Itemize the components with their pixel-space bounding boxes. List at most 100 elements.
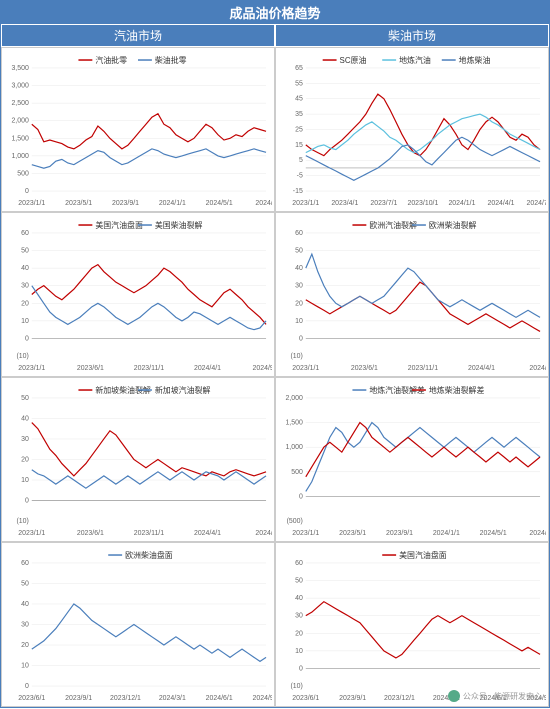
svg-text:(500): (500) [287, 518, 303, 525]
svg-text:3,500: 3,500 [11, 65, 29, 72]
svg-text:地炼柴油裂解差: 地炼柴油裂解差 [429, 385, 485, 395]
svg-text:2024/1/1: 2024/1/1 [159, 200, 186, 207]
chart-1: -15-551525354555652023/1/12023/4/12023/7… [278, 50, 546, 209]
svg-text:美国柴油裂解: 美国柴油裂解 [155, 220, 203, 230]
chart-2: 0102030405060(10)2023/1/12023/6/12023/11… [4, 215, 272, 374]
svg-text:(10): (10) [290, 353, 302, 360]
svg-text:10: 10 [21, 663, 29, 670]
watermark: 公众号 · 能源研发中心 [448, 690, 542, 702]
svg-text:30: 30 [21, 283, 29, 290]
svg-text:地炼汽油: 地炼汽油 [399, 55, 431, 65]
svg-text:20: 20 [295, 300, 303, 307]
svg-text:-15: -15 [293, 188, 303, 195]
chart-cell-4: 01020304050(10)2023/1/12023/6/12023/11/1… [1, 377, 275, 542]
svg-text:20: 20 [21, 456, 29, 463]
svg-text:2,500: 2,500 [11, 100, 29, 107]
svg-text:45: 45 [295, 96, 303, 103]
svg-text:2023/9/1: 2023/9/1 [386, 530, 413, 537]
chart-cell-1: -15-551525354555652023/1/12023/4/12023/7… [275, 47, 549, 212]
svg-text:2023/4/1: 2023/4/1 [331, 200, 358, 207]
svg-text:50: 50 [295, 248, 303, 255]
svg-text:汽油批零: 汽油批零 [95, 55, 127, 65]
chart-0: 05001,0001,5002,0002,5003,0003,5002023/1… [4, 50, 272, 209]
chart-cell-7: 0102030405060(10)2023/6/12023/9/12023/12… [275, 542, 549, 707]
svg-text:2023/5/1: 2023/5/1 [339, 530, 366, 537]
svg-text:2023/1/1: 2023/1/1 [18, 530, 45, 537]
svg-text:40: 40 [21, 265, 29, 272]
svg-text:2023/6/1: 2023/6/1 [18, 695, 45, 702]
svg-text:2023/1/1: 2023/1/1 [292, 200, 319, 207]
svg-text:60: 60 [21, 560, 29, 567]
svg-text:40: 40 [21, 601, 29, 608]
svg-text:20: 20 [21, 300, 29, 307]
svg-text:2024/1/1: 2024/1/1 [433, 530, 460, 537]
svg-text:20: 20 [21, 642, 29, 649]
svg-text:0: 0 [25, 683, 29, 690]
chart-cell-0: 05001,0001,5002,0002,5003,0003,5002023/1… [1, 47, 275, 212]
svg-text:40: 40 [21, 415, 29, 422]
svg-text:柴油批零: 柴油批零 [155, 55, 187, 65]
svg-text:(10): (10) [290, 683, 302, 690]
svg-text:10: 10 [295, 318, 303, 325]
svg-text:2023/6/1: 2023/6/1 [351, 365, 378, 372]
wechat-icon [448, 690, 460, 702]
svg-text:2023/12/1: 2023/12/1 [384, 695, 415, 702]
svg-text:2024/9: 2024/9 [255, 530, 272, 537]
svg-text:2023/11/1: 2023/11/1 [134, 530, 164, 537]
col-header-gasoline: 汽油市场 [1, 24, 275, 47]
svg-text:0: 0 [25, 188, 29, 195]
svg-text:25: 25 [295, 126, 303, 133]
svg-text:1,000: 1,000 [285, 444, 303, 451]
svg-text:2023/9/1: 2023/9/1 [112, 200, 139, 207]
svg-text:0: 0 [299, 493, 303, 500]
svg-text:2023/11/1: 2023/11/1 [408, 365, 438, 372]
svg-text:500: 500 [291, 469, 303, 476]
svg-text:(10): (10) [16, 353, 28, 360]
svg-text:2023/1/1: 2023/1/1 [292, 365, 319, 372]
svg-text:5: 5 [299, 157, 303, 164]
svg-text:2023/7/1: 2023/7/1 [370, 200, 397, 207]
svg-text:0: 0 [299, 335, 303, 342]
svg-text:40: 40 [295, 265, 303, 272]
svg-text:50: 50 [295, 578, 303, 585]
chart-5: 05001,0001,5002,000(500)2023/1/12023/5/1… [278, 380, 546, 539]
svg-text:2023/12/1: 2023/12/1 [110, 695, 141, 702]
svg-text:1,000: 1,000 [11, 153, 29, 160]
svg-text:2024/9: 2024/9 [529, 530, 546, 537]
svg-text:SC原油: SC原油 [340, 55, 367, 65]
svg-text:50: 50 [21, 580, 29, 587]
svg-text:60: 60 [21, 230, 29, 237]
svg-text:欧洲柴油裂解: 欧洲柴油裂解 [429, 220, 477, 230]
svg-text:欧洲柴油盘面: 欧洲柴油盘面 [125, 550, 173, 560]
chart-7: 0102030405060(10)2023/6/12023/9/12023/12… [278, 545, 546, 704]
svg-text:2023/1/1: 2023/1/1 [292, 530, 319, 537]
svg-text:2024/5/1: 2024/5/1 [206, 200, 233, 207]
svg-text:新加坡汽油裂解: 新加坡汽油裂解 [155, 385, 211, 395]
column-headers: 汽油市场 柴油市场 [1, 24, 549, 47]
svg-text:2024/9/1: 2024/9/1 [253, 695, 272, 702]
svg-text:2024/4/1: 2024/4/1 [194, 365, 221, 372]
svg-text:30: 30 [21, 436, 29, 443]
svg-text:0: 0 [25, 335, 29, 342]
svg-text:0: 0 [25, 498, 29, 505]
svg-text:2024/1/1: 2024/1/1 [448, 200, 475, 207]
chart-4: 01020304050(10)2023/1/12023/6/12023/11/1… [4, 380, 272, 539]
svg-text:地炼柴油: 地炼柴油 [459, 55, 491, 65]
main-title: 成品油价格趋势 [1, 1, 549, 24]
svg-text:50: 50 [21, 395, 29, 402]
svg-text:1,500: 1,500 [11, 135, 29, 142]
watermark-text: 公众号 · 能源研发中心 [463, 691, 542, 702]
svg-text:3,000: 3,000 [11, 83, 29, 90]
svg-text:2024/4/1: 2024/4/1 [468, 365, 495, 372]
svg-text:2024/9/1: 2024/9/1 [253, 365, 272, 372]
svg-text:2024/7/1: 2024/7/1 [527, 200, 546, 207]
svg-text:2023/9/1: 2023/9/1 [65, 695, 92, 702]
svg-text:30: 30 [295, 283, 303, 290]
svg-text:2023/1/1: 2023/1/1 [18, 365, 45, 372]
chart-cell-5: 05001,0001,5002,000(500)2023/1/12023/5/1… [275, 377, 549, 542]
svg-text:10: 10 [21, 477, 29, 484]
svg-text:2024/9: 2024/9 [529, 365, 546, 372]
svg-text:美国汽油盘面: 美国汽油盘面 [95, 220, 143, 230]
col-header-diesel: 柴油市场 [275, 24, 549, 47]
svg-text:2023/1/1: 2023/1/1 [18, 200, 45, 207]
